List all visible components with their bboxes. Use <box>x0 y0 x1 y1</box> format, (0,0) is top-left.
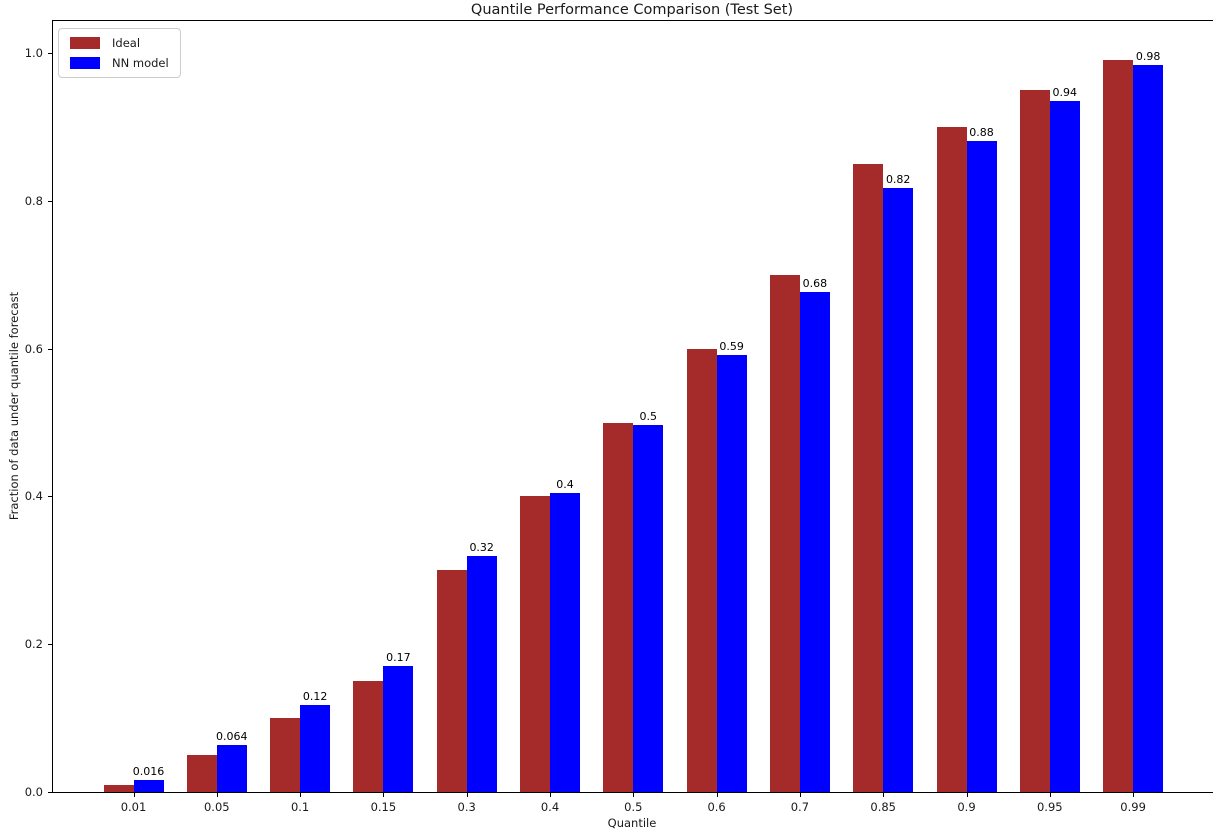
bar-value-label: 0.4 <box>556 478 574 492</box>
bar-nn-model <box>883 188 914 792</box>
bar-value-label: 0.82 <box>885 173 911 187</box>
bar-ideal <box>936 126 967 792</box>
bar-ideal <box>686 348 717 792</box>
bar-nn-model <box>300 704 331 792</box>
bar-nn-model <box>1049 101 1080 792</box>
bar-value-label: 0.98 <box>1135 49 1161 63</box>
x-tick <box>966 793 968 797</box>
y-tick-label: 0.8 <box>24 193 43 208</box>
x-tick-label: 0.9 <box>957 800 976 814</box>
bar-nn-model <box>633 424 664 792</box>
bar-nn-model <box>716 354 747 792</box>
legend-item-nn-model: NN model <box>70 56 169 70</box>
bar-value-label: 0.17 <box>386 650 411 664</box>
x-axis-label: Quantile <box>607 816 657 830</box>
bar-value-label: 0.064 <box>216 729 248 743</box>
x-tick-label: 0.1 <box>290 800 310 814</box>
x-tick <box>300 793 302 797</box>
bar-ideal <box>769 274 800 792</box>
bar-nn-model <box>966 140 997 792</box>
x-tick <box>1133 793 1135 797</box>
x-tick <box>216 793 218 797</box>
y-tick-label: 0.6 <box>24 341 43 356</box>
legend-label: NN model <box>112 56 169 70</box>
bar-nn-model <box>216 744 247 792</box>
x-tick-label: 0.15 <box>370 800 397 814</box>
legend: Ideal NN model <box>58 28 181 78</box>
bar-ideal <box>520 496 550 792</box>
x-tick-label: 0.7 <box>790 800 810 814</box>
bar-ideal <box>603 422 634 792</box>
legend-label: Ideal <box>112 36 141 50</box>
x-tick-label: 0.99 <box>1120 800 1146 814</box>
bar-ideal <box>436 570 467 792</box>
y-tick <box>48 348 52 350</box>
x-tick-label: 0.6 <box>707 800 726 814</box>
chart-title: Quantile Performance Comparison (Test Se… <box>470 2 794 18</box>
bar-nn-model <box>466 555 497 792</box>
x-tick-label: 0.05 <box>203 800 230 814</box>
bar-ideal <box>1103 60 1134 792</box>
y-tick-label: 0.4 <box>24 489 43 504</box>
bar-nn-model <box>383 665 414 792</box>
y-tick <box>48 496 52 498</box>
x-tick-label: 0.3 <box>457 800 476 814</box>
bar-ideal <box>853 163 884 792</box>
x-tick <box>883 793 885 797</box>
x-tick <box>466 793 468 797</box>
x-tick <box>716 793 718 797</box>
x-tick <box>133 793 135 797</box>
legend-swatch <box>70 57 100 69</box>
x-tick-label: 0.5 <box>624 800 643 814</box>
x-tick-label: 0.95 <box>1036 800 1063 814</box>
bar-value-label: 0.68 <box>802 276 828 290</box>
plot-area: 0.016 0.064 0.12 0.17 0.32 0.4 0.5 0.59 0.68 0.82… <box>25 20 1213 814</box>
x-tick-label: 0.4 <box>540 800 560 814</box>
x-tick-label: 0.85 <box>870 800 896 814</box>
bar-nn-model <box>1133 64 1164 792</box>
bar-nn-model <box>133 780 164 792</box>
bar-nn-model <box>550 493 580 792</box>
bar-ideal <box>103 784 134 792</box>
bar-ideal <box>186 755 217 792</box>
bar-ideal <box>353 681 384 792</box>
bar-ideal <box>1019 89 1050 792</box>
x-tick-label: 0.01 <box>120 800 147 814</box>
legend-swatch <box>70 37 100 49</box>
y-tick <box>48 53 52 54</box>
bar-value-label: 0.94 <box>1052 86 1078 100</box>
bar-value-label: 0.32 <box>469 540 494 554</box>
bar-nn-model <box>799 291 830 792</box>
y-tick <box>48 644 52 646</box>
bar-value-label: 0.88 <box>969 125 994 139</box>
bar-value-label: 0.016 <box>132 765 165 779</box>
bar-value-label: 0.5 <box>639 409 658 423</box>
y-tick-label: 0.2 <box>24 637 43 652</box>
bar-value-label: 0.59 <box>719 339 744 353</box>
bar-ideal <box>270 718 301 792</box>
x-tick <box>383 793 385 797</box>
x-tick <box>550 793 551 797</box>
y-tick <box>48 792 52 793</box>
y-tick-label: 1.0 <box>24 46 43 60</box>
legend-item-ideal: Ideal <box>70 36 169 50</box>
y-axis-label: Fraction of data under quantile forecast <box>7 291 21 521</box>
y-tick-label: 0.0 <box>24 785 43 799</box>
y-tick <box>48 200 52 202</box>
x-tick <box>633 793 635 797</box>
x-tick <box>1049 793 1051 797</box>
x-tick <box>799 793 801 797</box>
bar-value-label: 0.12 <box>302 689 328 703</box>
